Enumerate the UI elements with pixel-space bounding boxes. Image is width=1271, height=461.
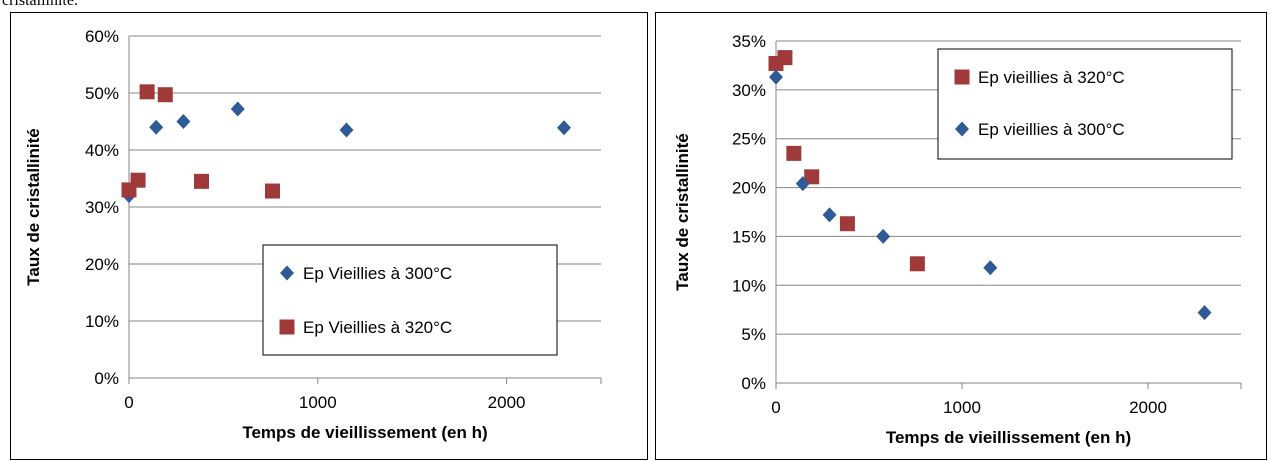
x-tick-label: 0: [124, 393, 133, 412]
y-tick-label: 40%: [85, 141, 119, 160]
legend-marker: [280, 265, 294, 281]
data-point: [264, 183, 280, 199]
x-tick-label: 1000: [299, 393, 337, 412]
data-point: [822, 207, 837, 223]
legend-marker: [954, 69, 970, 85]
legend-box: [937, 48, 1233, 160]
y-tick-label: 10%: [732, 276, 766, 295]
data-point: [339, 122, 354, 138]
y-tick-label: 0%: [94, 369, 119, 388]
x-axis-title: Temps de vieillissement (en h): [886, 428, 1131, 447]
data-point: [769, 69, 783, 85]
series-1: [769, 69, 1212, 321]
x-tick-label: 0: [771, 398, 780, 417]
y-tick-label: 60%: [85, 27, 119, 46]
legend-entry: Ep Vieillies à 320°C: [303, 318, 452, 337]
data-point: [157, 87, 173, 103]
data-point: [176, 114, 191, 129]
x-tick-label: 2000: [488, 393, 526, 412]
data-point: [130, 172, 146, 188]
y-tick-label: 10%: [85, 312, 119, 331]
data-point: [193, 173, 209, 189]
legend-marker: [955, 121, 969, 137]
data-point: [786, 145, 802, 161]
y-tick-label: 15%: [732, 227, 766, 246]
legend-box: [262, 244, 558, 356]
data-point: [230, 101, 245, 117]
series-0: [768, 50, 925, 272]
data-point: [139, 84, 155, 100]
y-tick-label: 30%: [732, 81, 766, 100]
y-tick-label: 35%: [732, 32, 766, 51]
y-tick-label: 20%: [85, 255, 119, 274]
x-tick-label: 1000: [943, 398, 981, 417]
data-point: [909, 256, 925, 272]
data-point: [149, 119, 164, 135]
y-tick-label: 5%: [741, 325, 766, 344]
caption-fragment: cristallinité.: [2, 0, 78, 9]
data-point: [556, 120, 571, 136]
y-tick-label: 50%: [85, 84, 119, 103]
chart-right: 0% 5% 10% 15% 20% 25% 30% 35% 0 1000 2000 Temps de …: [673, 32, 1242, 447]
data-point: [795, 176, 810, 192]
y-axis-title: Taux de cristallinité: [673, 133, 692, 290]
y-tick-label: 0%: [741, 374, 766, 393]
data-point: [876, 228, 891, 244]
series-1: [121, 84, 280, 199]
data-point: [1197, 305, 1212, 321]
x-axis-title: Temps de vieillissement (en h): [242, 423, 487, 442]
legend-entry: Ep Vieillies à 300°C: [303, 264, 452, 283]
data-point: [804, 169, 820, 185]
x-tick-label: 2000: [1129, 398, 1167, 417]
legend-entry: Ep vieillies à 300°C: [978, 120, 1125, 139]
chart-panel-right: 0% 5% 10% 15% 20% 25% 30% 35% 0 1000 2000 Temps de …: [655, 12, 1267, 460]
legend-marker: [279, 319, 295, 335]
legend-entry: Ep vieillies à 320°C: [978, 68, 1125, 87]
y-tick-label: 25%: [732, 130, 766, 149]
data-point: [777, 50, 793, 66]
y-tick-label: 20%: [732, 179, 766, 198]
y-tick-label: 30%: [85, 198, 119, 217]
data-point: [983, 260, 998, 276]
y-axis-title: Taux de cristallinité: [24, 128, 43, 285]
chart-panel-left: 0% 10% 20% 30% 40% 50% 60% 0 1000 2000 Temps de vi…: [10, 12, 648, 460]
series-0: [122, 101, 571, 204]
data-point: [839, 216, 855, 232]
